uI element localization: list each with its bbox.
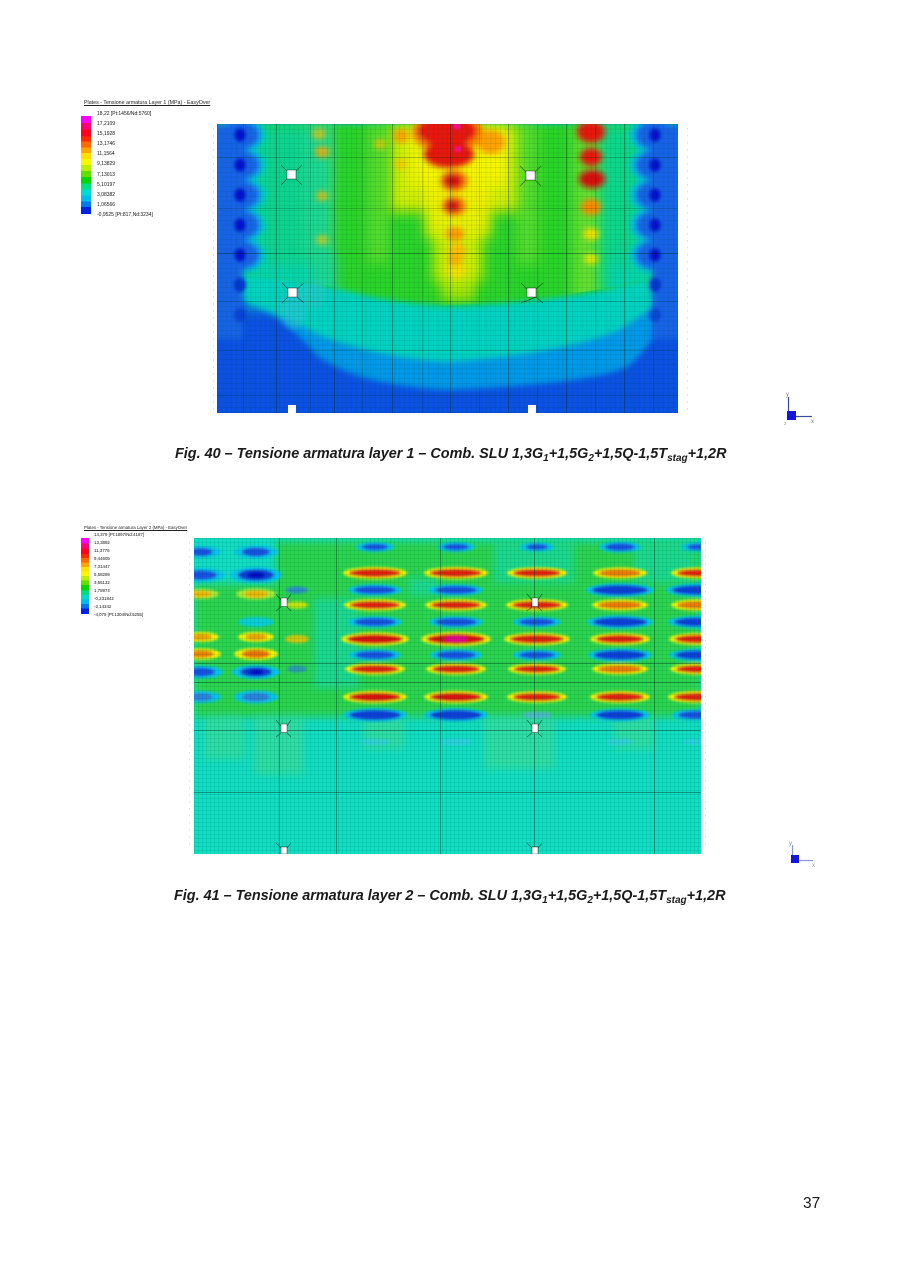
svg-text:x: x [812, 863, 815, 869]
svg-text:y: y [786, 392, 789, 398]
svg-text:x: x [811, 419, 814, 425]
svg-text:z: z [784, 421, 787, 426]
svg-text:y: y [789, 841, 792, 847]
